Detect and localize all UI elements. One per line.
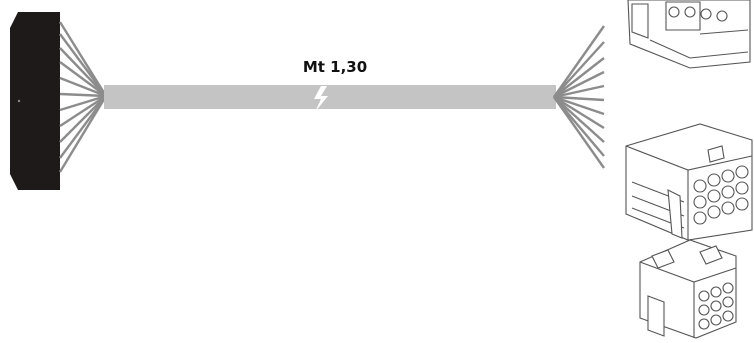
- black-terminal-block-icon: [10, 12, 60, 190]
- nine-pin-housing-icon: [639, 239, 737, 339]
- left-wire-fan: [58, 21, 108, 173]
- twelve-pin-housing-icon: [625, 123, 753, 241]
- multi-pin-housing-top-icon: [627, 0, 751, 69]
- right-wire-fan: [553, 25, 605, 169]
- cable-body: [104, 85, 556, 109]
- lightning-break-icon: [314, 86, 328, 112]
- terminal-dot: [17, 99, 21, 103]
- cable-length-label: Mt 1,30: [302, 58, 368, 76]
